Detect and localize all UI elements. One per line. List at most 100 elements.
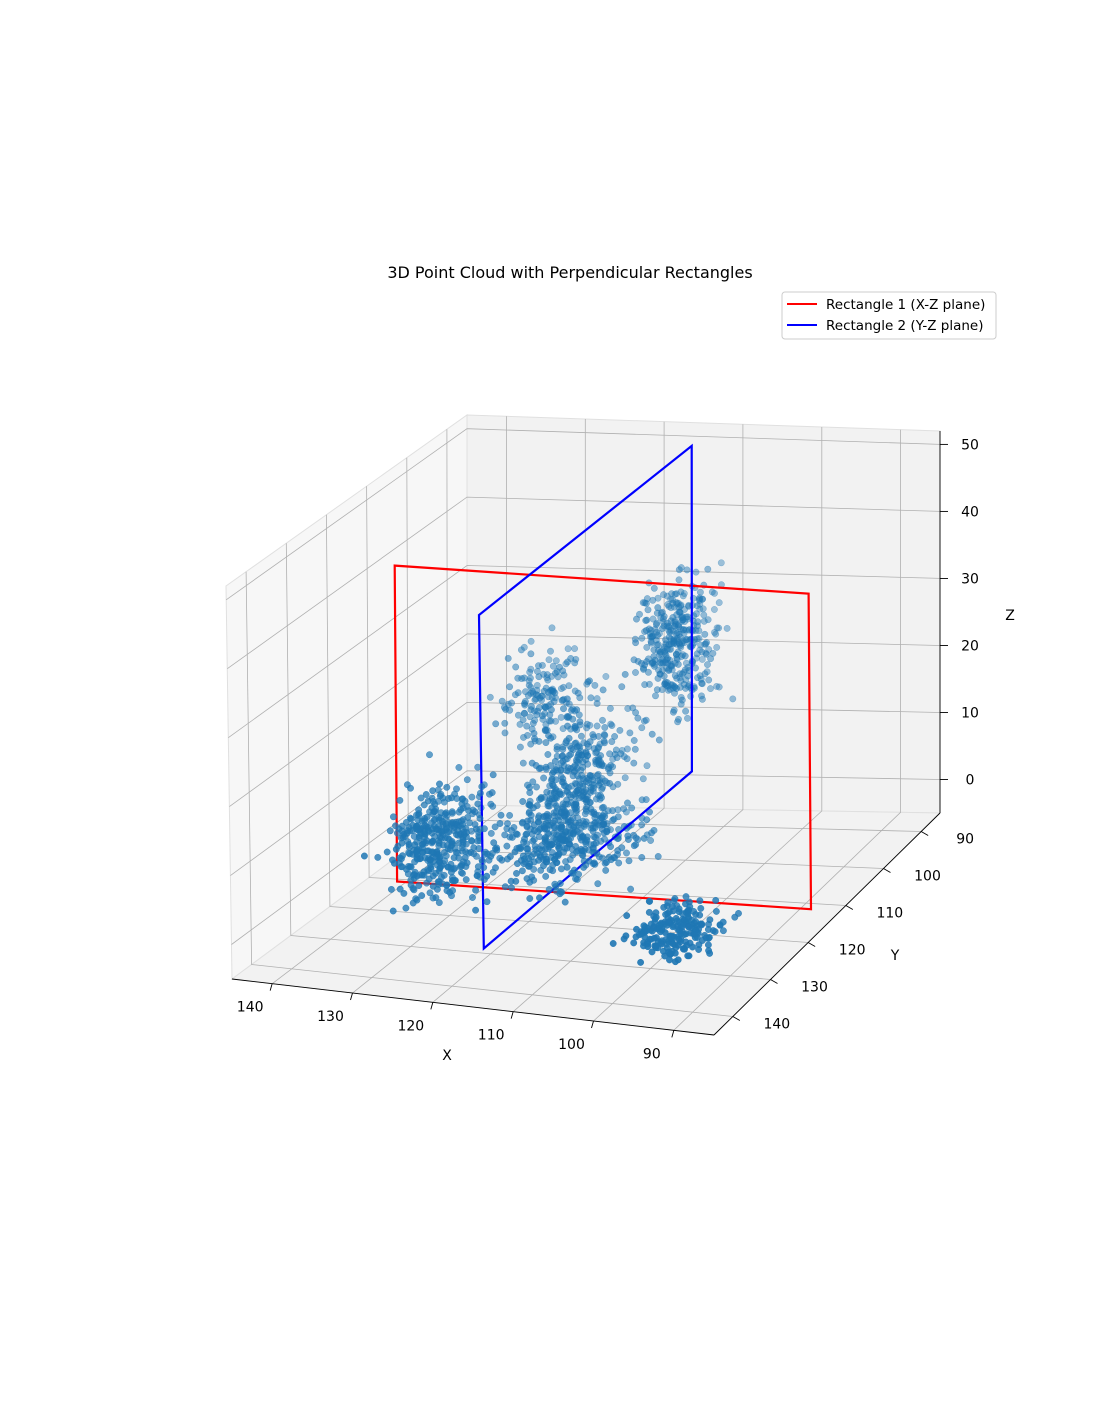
scatter-point: [669, 903, 676, 911]
scatter-point: [407, 863, 415, 871]
scatter-point: [560, 683, 567, 691]
scatter-point: [418, 892, 426, 900]
scatter-point: [511, 848, 519, 856]
scatter-point: [579, 763, 587, 771]
scatter-point: [501, 729, 509, 737]
scatter-point: [697, 675, 705, 683]
scatter-point: [524, 817, 531, 825]
scatter-point: [526, 674, 534, 682]
scatter-point: [608, 722, 616, 729]
scatter-point: [487, 852, 495, 860]
y-tick-mark: [845, 905, 854, 910]
scatter-point: [735, 909, 742, 917]
scatter-point: [521, 710, 528, 717]
scatter-point: [647, 639, 655, 647]
scatter-point: [587, 694, 595, 702]
scatter-point: [443, 882, 451, 889]
scatter-point: [673, 590, 680, 598]
scatter-point: [389, 907, 397, 915]
scatter-point: [532, 846, 540, 854]
scatter-point: [523, 830, 531, 838]
scatter-point: [550, 768, 557, 776]
scatter-point: [698, 695, 706, 703]
scatter-point: [555, 850, 562, 858]
scatter-point: [685, 923, 693, 931]
scatter-point: [603, 828, 611, 836]
grid-line-x: [432, 421, 665, 1003]
scatter-point: [474, 837, 482, 845]
scatter-point: [660, 591, 667, 599]
scatter-point: [574, 689, 582, 697]
scatter-point: [415, 810, 423, 818]
x-tick-mark: [510, 1011, 514, 1019]
scatter-point: [698, 648, 706, 656]
scatter-point: [684, 714, 691, 722]
scatter-point: [445, 828, 453, 836]
x-tick-mark: [350, 992, 353, 1001]
scatter-point: [609, 940, 617, 947]
scatter-point: [702, 640, 710, 648]
scatter-point: [583, 798, 591, 806]
scatter-point: [547, 762, 555, 770]
scatter-point: [650, 924, 658, 932]
scatter-point: [527, 637, 535, 645]
scatter-point: [661, 680, 669, 688]
scatter-point: [545, 656, 553, 664]
scatter-point: [478, 856, 486, 864]
scatter-point: [704, 941, 712, 949]
scatter-point: [660, 903, 668, 911]
scatter-point: [559, 745, 567, 753]
scatter-point: [715, 624, 723, 632]
scatter-point: [432, 869, 440, 877]
y-axis-label: Y: [890, 948, 900, 964]
x-tick-label: 120: [397, 1018, 424, 1034]
scatter-point: [589, 787, 597, 795]
scatter-point: [628, 804, 636, 812]
scatter-point: [630, 737, 638, 744]
scatter-point: [530, 827, 538, 835]
scatter-point: [643, 762, 651, 770]
chart-title: 3D Point Cloud with Perpendicular Rectan…: [387, 263, 752, 282]
scatter-point: [633, 925, 640, 933]
scatter-point: [641, 933, 649, 941]
scatter-point: [497, 811, 505, 819]
scatter-point: [674, 718, 682, 726]
scatter-point: [712, 630, 720, 638]
scatter-point: [707, 685, 714, 693]
scatter-point: [423, 813, 431, 821]
scatter-point: [649, 596, 657, 604]
scatter-point: [518, 867, 526, 875]
scatter-point: [663, 592, 671, 600]
scatter-point: [545, 843, 553, 851]
scatter-point: [549, 662, 557, 670]
scatter-point: [535, 765, 543, 773]
scatter-point: [512, 830, 520, 838]
scatter-point: [403, 829, 411, 837]
grid-line-z: [229, 633, 941, 807]
scatter-point: [571, 645, 579, 653]
scatter-point: [533, 681, 541, 689]
scatter-point: [527, 650, 535, 658]
scatter-point: [551, 817, 559, 825]
scatter-point: [705, 676, 713, 684]
scatter-point: [523, 722, 531, 730]
scatter-point: [594, 757, 602, 765]
scatter-point: [664, 899, 672, 906]
scatter-point: [594, 744, 602, 752]
scatter-point: [592, 839, 600, 847]
scatter-point: [712, 907, 720, 915]
scatter-point: [567, 817, 575, 825]
scatter-point: [436, 780, 443, 788]
scatter-point: [682, 893, 690, 901]
scatter-point: [419, 848, 427, 856]
scatter-point: [654, 594, 662, 602]
scatter-point: [648, 829, 655, 837]
y-axis-line: [713, 812, 941, 1036]
scatter-point: [424, 797, 432, 805]
scatter-point: [642, 599, 650, 607]
scatter-point: [621, 670, 629, 678]
scatter-point: [664, 659, 672, 667]
scatter-point: [641, 681, 649, 689]
scatter-point: [674, 660, 682, 668]
scatter-point: [632, 639, 640, 647]
